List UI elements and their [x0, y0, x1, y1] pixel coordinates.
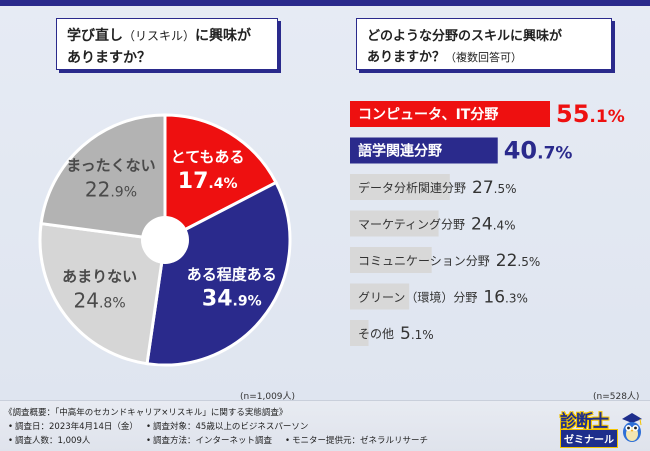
left-question-paren: （リスキル） — [123, 29, 196, 43]
bar-category-label: グリーン（環境）分野 — [358, 290, 477, 305]
pie-slice — [38, 221, 167, 366]
pie-slice-label: とてもある — [171, 148, 245, 166]
pie-slice-value: 34.9% — [202, 287, 262, 312]
left-question-line2: ありますか？ — [67, 50, 151, 66]
bar-category-label: データ分析関連分野 — [358, 180, 466, 195]
logo-line2: ゼミナール — [560, 429, 618, 448]
survey-date-text: 調査日：2023年4月14日（金） — [15, 422, 138, 432]
survey-date: 調査日：2023年4月14日（金） — [8, 420, 138, 432]
logo-line1: 診断士 — [560, 412, 609, 432]
pie-slice — [163, 113, 279, 243]
bar-category-label: コミュニケーション分野 — [358, 254, 490, 268]
survey-count: 調査人数：1,009人 — [8, 434, 90, 446]
pie-slice-value: 24.8% — [74, 288, 126, 312]
survey-method: 調査方法：インターネット調査 — [146, 434, 272, 446]
pie-slice-label: まったくない — [66, 156, 155, 174]
bar-category-label: その他 — [358, 327, 394, 341]
owl-mascot-icon — [622, 413, 642, 442]
bar — [350, 137, 498, 164]
survey-count-text: 調査人数：1,009人 — [15, 436, 91, 446]
bar — [350, 101, 550, 127]
survey-method-text: 調査方法：インターネット調査 — [153, 436, 273, 446]
survey-provider: モニター提供元：ゼネラルリサーチ — [285, 434, 428, 446]
right-question-main: ありますか？ — [367, 50, 446, 65]
bar-category-label: 語学関連分野 — [358, 143, 442, 160]
left-question-suffix: に興味が — [195, 28, 252, 44]
bar-value-label: 16.3% — [483, 288, 528, 308]
left-question-prefix: 学び直し — [67, 28, 123, 44]
bar-category-label: コンピュータ、IT分野 — [358, 107, 498, 123]
pie-slice-label: ある程度ある — [187, 266, 277, 284]
shindanshi-seminar-logo: 診断士 ゼミナール — [560, 405, 648, 448]
bar-value-label: 22.5% — [496, 251, 541, 271]
bar-value-label: 40.7% — [504, 137, 573, 165]
right-question-box: どのような分野のスキルに興味が ありますか？（複数回答可） — [356, 18, 612, 70]
pie-slice — [145, 180, 292, 367]
left-question-line1: 学び直し（リスキル）に興味が — [67, 25, 251, 45]
bar-value-label: 27.5% — [472, 178, 517, 198]
pie-slice-value: 22.9% — [85, 177, 137, 201]
skill-field-bar-chart: コンピュータ、IT分野 55.1% 語学関連分野 40.7% データ分析関連分野 27.5… — [350, 100, 625, 346]
left-question-box: 学び直し（リスキル）に興味が ありますか？ — [56, 18, 278, 70]
bar-value-label: 5.1% — [400, 324, 434, 344]
survey-provider-text: モニター提供元：ゼネラルリサーチ — [292, 436, 429, 446]
survey-title: 《調査概要：「中高年のセカンドキャリア×リスキル」に関する実態調査》 — [4, 408, 288, 418]
survey-target-text: 調査対象：45歳以上のビジネスパーソン — [153, 422, 309, 432]
survey-target: 調査対象：45歳以上のビジネスパーソン — [146, 420, 308, 432]
pie-center-hole — [141, 216, 189, 264]
bar — [350, 283, 410, 310]
bar — [350, 320, 369, 346]
pie-slice-label: あまりない — [62, 267, 137, 285]
pie-slice — [39, 113, 167, 242]
bar-value-label: 55.1% — [556, 100, 625, 128]
right-question-line1: どのような分野のスキルに興味が — [367, 29, 563, 44]
bar — [350, 210, 439, 237]
bar — [350, 174, 450, 200]
top-accent-bar — [0, 0, 650, 6]
pie-sample-note: (n=1,009人) — [240, 392, 296, 402]
right-question-paren: （複数回答可） — [445, 51, 523, 64]
right-question-line2: ありますか？（複数回答可） — [367, 46, 522, 65]
bar-value-label: 24.4% — [471, 215, 516, 235]
pie-slice-value: 17.4% — [178, 169, 238, 194]
bar — [350, 247, 432, 273]
interest-pie-chart: とてもある 17.4% ある程度ある 34.9% あまりない 24.8% まったくない 22.… — [38, 113, 292, 367]
bar-sample-note: (n=528人) — [593, 392, 640, 402]
bar-category-label: マーケティング分野 — [358, 218, 465, 232]
